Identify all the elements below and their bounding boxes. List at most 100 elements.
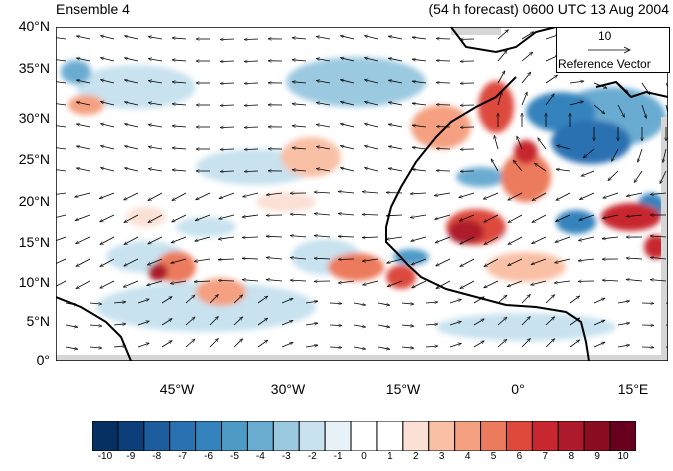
wind-vector <box>220 105 235 106</box>
wind-vector <box>124 124 139 128</box>
wind-vector <box>124 192 139 201</box>
wind-vector <box>338 259 355 260</box>
wind-vector <box>171 236 187 243</box>
wind-vector <box>172 170 187 171</box>
wind-vector <box>484 280 499 289</box>
reference-vector-arrow <box>588 46 631 54</box>
wind-vector <box>388 124 403 128</box>
wind-vector <box>172 214 187 223</box>
wind-vector <box>220 39 235 40</box>
wind-vector <box>386 215 403 216</box>
wind-vector <box>220 61 235 62</box>
wind-vector <box>316 169 331 172</box>
wind-vector <box>292 148 307 149</box>
colorbar-label: 0 <box>361 451 367 462</box>
colorbar-box <box>402 421 430 451</box>
wind-vector <box>314 236 331 238</box>
wind-vector <box>56 258 67 265</box>
wind-vector <box>172 126 187 127</box>
wind-vector <box>412 37 427 39</box>
wind-vector <box>281 298 293 304</box>
colorbar-label: 6 <box>516 451 523 462</box>
wind-vector <box>185 339 195 348</box>
wind-vector <box>76 280 91 290</box>
colorbar-box <box>454 421 482 451</box>
wind-vector <box>242 280 259 281</box>
wind-vector <box>362 214 379 215</box>
wind-vector <box>56 280 67 287</box>
wind-vector <box>137 299 149 304</box>
wind-vector <box>578 236 595 241</box>
wind-vector <box>56 214 67 218</box>
wind-vector <box>449 321 461 326</box>
wind-vector <box>266 258 283 260</box>
wind-vector <box>508 236 523 245</box>
wind-vector <box>578 258 595 261</box>
wind-vector <box>641 82 651 95</box>
ensemble-member-title: Ensemble 4 <box>56 1 130 17</box>
colorbar-box <box>195 421 223 451</box>
wind-vector <box>305 323 318 325</box>
wind-vector <box>436 171 451 172</box>
wind-vector <box>172 82 187 83</box>
wind-vector <box>329 303 342 304</box>
wind-vector <box>316 37 331 40</box>
wind-vector <box>89 347 102 348</box>
colorbar-label: 3 <box>438 451 445 462</box>
wind-vector <box>196 192 211 201</box>
land-mask <box>56 27 668 361</box>
wind-vector <box>56 147 67 150</box>
wind-vector <box>545 94 554 106</box>
wind-vector <box>569 296 580 304</box>
lat-label-30n: 30°N <box>18 110 50 126</box>
wind-vector <box>124 36 139 40</box>
wind-vector <box>266 236 283 237</box>
wind-vector <box>56 169 67 172</box>
wind-vector <box>218 236 235 239</box>
wind-vector <box>617 323 630 326</box>
wind-vector <box>292 38 307 39</box>
wind-vector <box>364 146 379 150</box>
wind-vector <box>171 258 187 263</box>
wind-vector <box>100 102 115 106</box>
colorbar-box <box>272 421 300 451</box>
wind-vector <box>388 36 403 40</box>
colorbar-box <box>376 421 404 451</box>
wind-vector <box>460 236 475 245</box>
colorbar-label: -4 <box>255 451 265 462</box>
wind-vector <box>233 295 243 304</box>
wind-vector <box>521 92 528 106</box>
colorbar-box <box>531 421 559 451</box>
wind-vector <box>113 302 126 303</box>
wind-vector <box>209 316 218 326</box>
wind-vector <box>484 258 499 267</box>
wind-vector <box>569 340 580 348</box>
wind-vector <box>364 36 379 40</box>
wind-vector <box>497 92 502 106</box>
wind-vector <box>513 160 523 172</box>
wind-vector <box>362 258 379 261</box>
wind-vector <box>137 321 149 326</box>
lat-label-40n: 40°N <box>18 18 50 34</box>
wind-vector <box>194 258 211 262</box>
wind-vector <box>56 192 67 195</box>
wind-vector <box>56 125 67 128</box>
wind-vector <box>388 80 403 84</box>
wind-vector <box>147 258 163 266</box>
wind-vector <box>56 236 67 242</box>
wind-vector <box>56 59 67 62</box>
wind-vector <box>473 318 484 326</box>
wind-vector <box>545 75 558 84</box>
colorbar-label: -10 <box>97 451 113 462</box>
wind-vector <box>233 339 243 348</box>
wind-vector <box>314 214 331 216</box>
wind-vector <box>602 237 619 239</box>
wind-vector <box>412 125 427 127</box>
colorbar-label: -5 <box>230 451 239 462</box>
colorbar-labels: -10 -9 -8 -7 -6 -5 -4 -3 -2 -1 0 1 2 3 4 5 6 7 8 9 10 <box>0 451 673 467</box>
colorbar-label: 9 <box>594 451 600 462</box>
wind-vector <box>497 71 506 84</box>
wind-vector <box>194 281 211 282</box>
wind-vector <box>521 72 531 84</box>
map-plot <box>56 27 668 361</box>
